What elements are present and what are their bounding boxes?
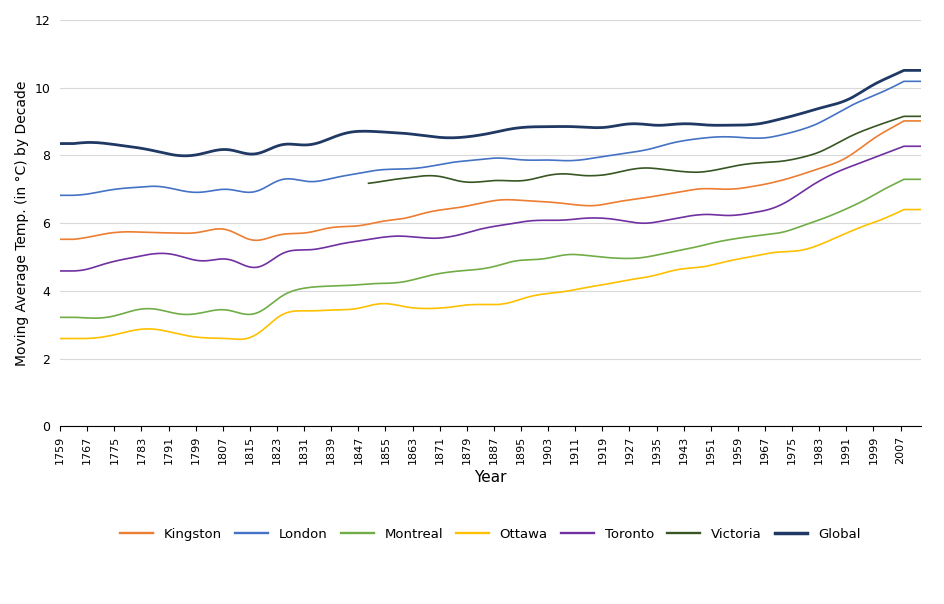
Toronto: [55, 268, 66, 275]
Global: [105, 141, 116, 148]
Montreal: [613, 255, 624, 262]
Victoria: [766, 158, 777, 165]
Global: [565, 123, 577, 130]
London: [105, 186, 116, 193]
London: [563, 157, 574, 164]
Global: [898, 67, 909, 74]
Montreal: [89, 315, 100, 322]
Ottawa: [55, 335, 66, 342]
Y-axis label: Moving Average Temp. (in °C) by Decade: Moving Average Temp. (in °C) by Decade: [15, 80, 29, 366]
Kingston: [565, 201, 577, 208]
Ottawa: [234, 336, 245, 343]
London: [606, 152, 617, 159]
Kingston: [251, 237, 262, 244]
Global: [914, 67, 925, 74]
Kingston: [55, 236, 66, 243]
Montreal: [610, 254, 621, 262]
London: [339, 172, 350, 179]
Montreal: [914, 176, 925, 183]
Line: Ottawa: Ottawa: [60, 210, 919, 339]
Global: [613, 121, 624, 129]
Victoria: [362, 179, 374, 187]
Toronto: [339, 240, 350, 247]
Line: London: London: [60, 82, 919, 195]
X-axis label: Year: Year: [474, 470, 506, 485]
Global: [749, 121, 760, 128]
Toronto: [610, 216, 621, 223]
Ottawa: [898, 206, 909, 213]
Toronto: [563, 216, 574, 223]
Kingston: [613, 198, 624, 205]
Global: [342, 129, 353, 137]
London: [914, 78, 925, 85]
Line: Victoria: Victoria: [368, 117, 919, 183]
Toronto: [914, 143, 925, 150]
Legend: Kingston, London, Montreal, Ottawa, Toronto, Victoria, Global: Kingston, London, Montreal, Ottawa, Toro…: [115, 522, 865, 546]
Montreal: [342, 282, 353, 289]
Global: [610, 122, 621, 129]
London: [898, 78, 909, 85]
Montreal: [55, 313, 66, 321]
Ottawa: [105, 332, 116, 339]
Line: Kingston: Kingston: [60, 121, 919, 240]
Ottawa: [565, 287, 577, 294]
Ottawa: [342, 306, 353, 313]
Kingston: [914, 117, 925, 124]
Victoria: [789, 155, 801, 162]
Victoria: [627, 165, 638, 173]
Line: Toronto: Toronto: [60, 146, 919, 271]
London: [745, 135, 756, 142]
Global: [55, 140, 66, 147]
Montreal: [109, 312, 120, 320]
Victoria: [914, 113, 925, 120]
Toronto: [745, 210, 756, 217]
Toronto: [898, 143, 909, 150]
Line: Montreal: Montreal: [60, 179, 919, 318]
Ottawa: [749, 252, 760, 260]
Toronto: [105, 259, 116, 266]
London: [610, 151, 621, 158]
Kingston: [105, 230, 116, 237]
Global: [179, 152, 191, 159]
Victoria: [887, 116, 899, 123]
Montreal: [898, 176, 909, 183]
Ottawa: [613, 278, 624, 285]
Ottawa: [914, 206, 925, 213]
Line: Global: Global: [60, 71, 919, 156]
Victoria: [447, 176, 459, 183]
Victoria: [586, 172, 598, 179]
Kingston: [342, 223, 353, 230]
Kingston: [898, 117, 909, 124]
Kingston: [749, 182, 760, 190]
Montreal: [749, 233, 760, 240]
Kingston: [610, 198, 621, 205]
Montreal: [565, 251, 577, 258]
London: [55, 191, 66, 199]
Victoria: [898, 113, 909, 120]
Ottawa: [610, 278, 621, 286]
Toronto: [606, 216, 617, 223]
